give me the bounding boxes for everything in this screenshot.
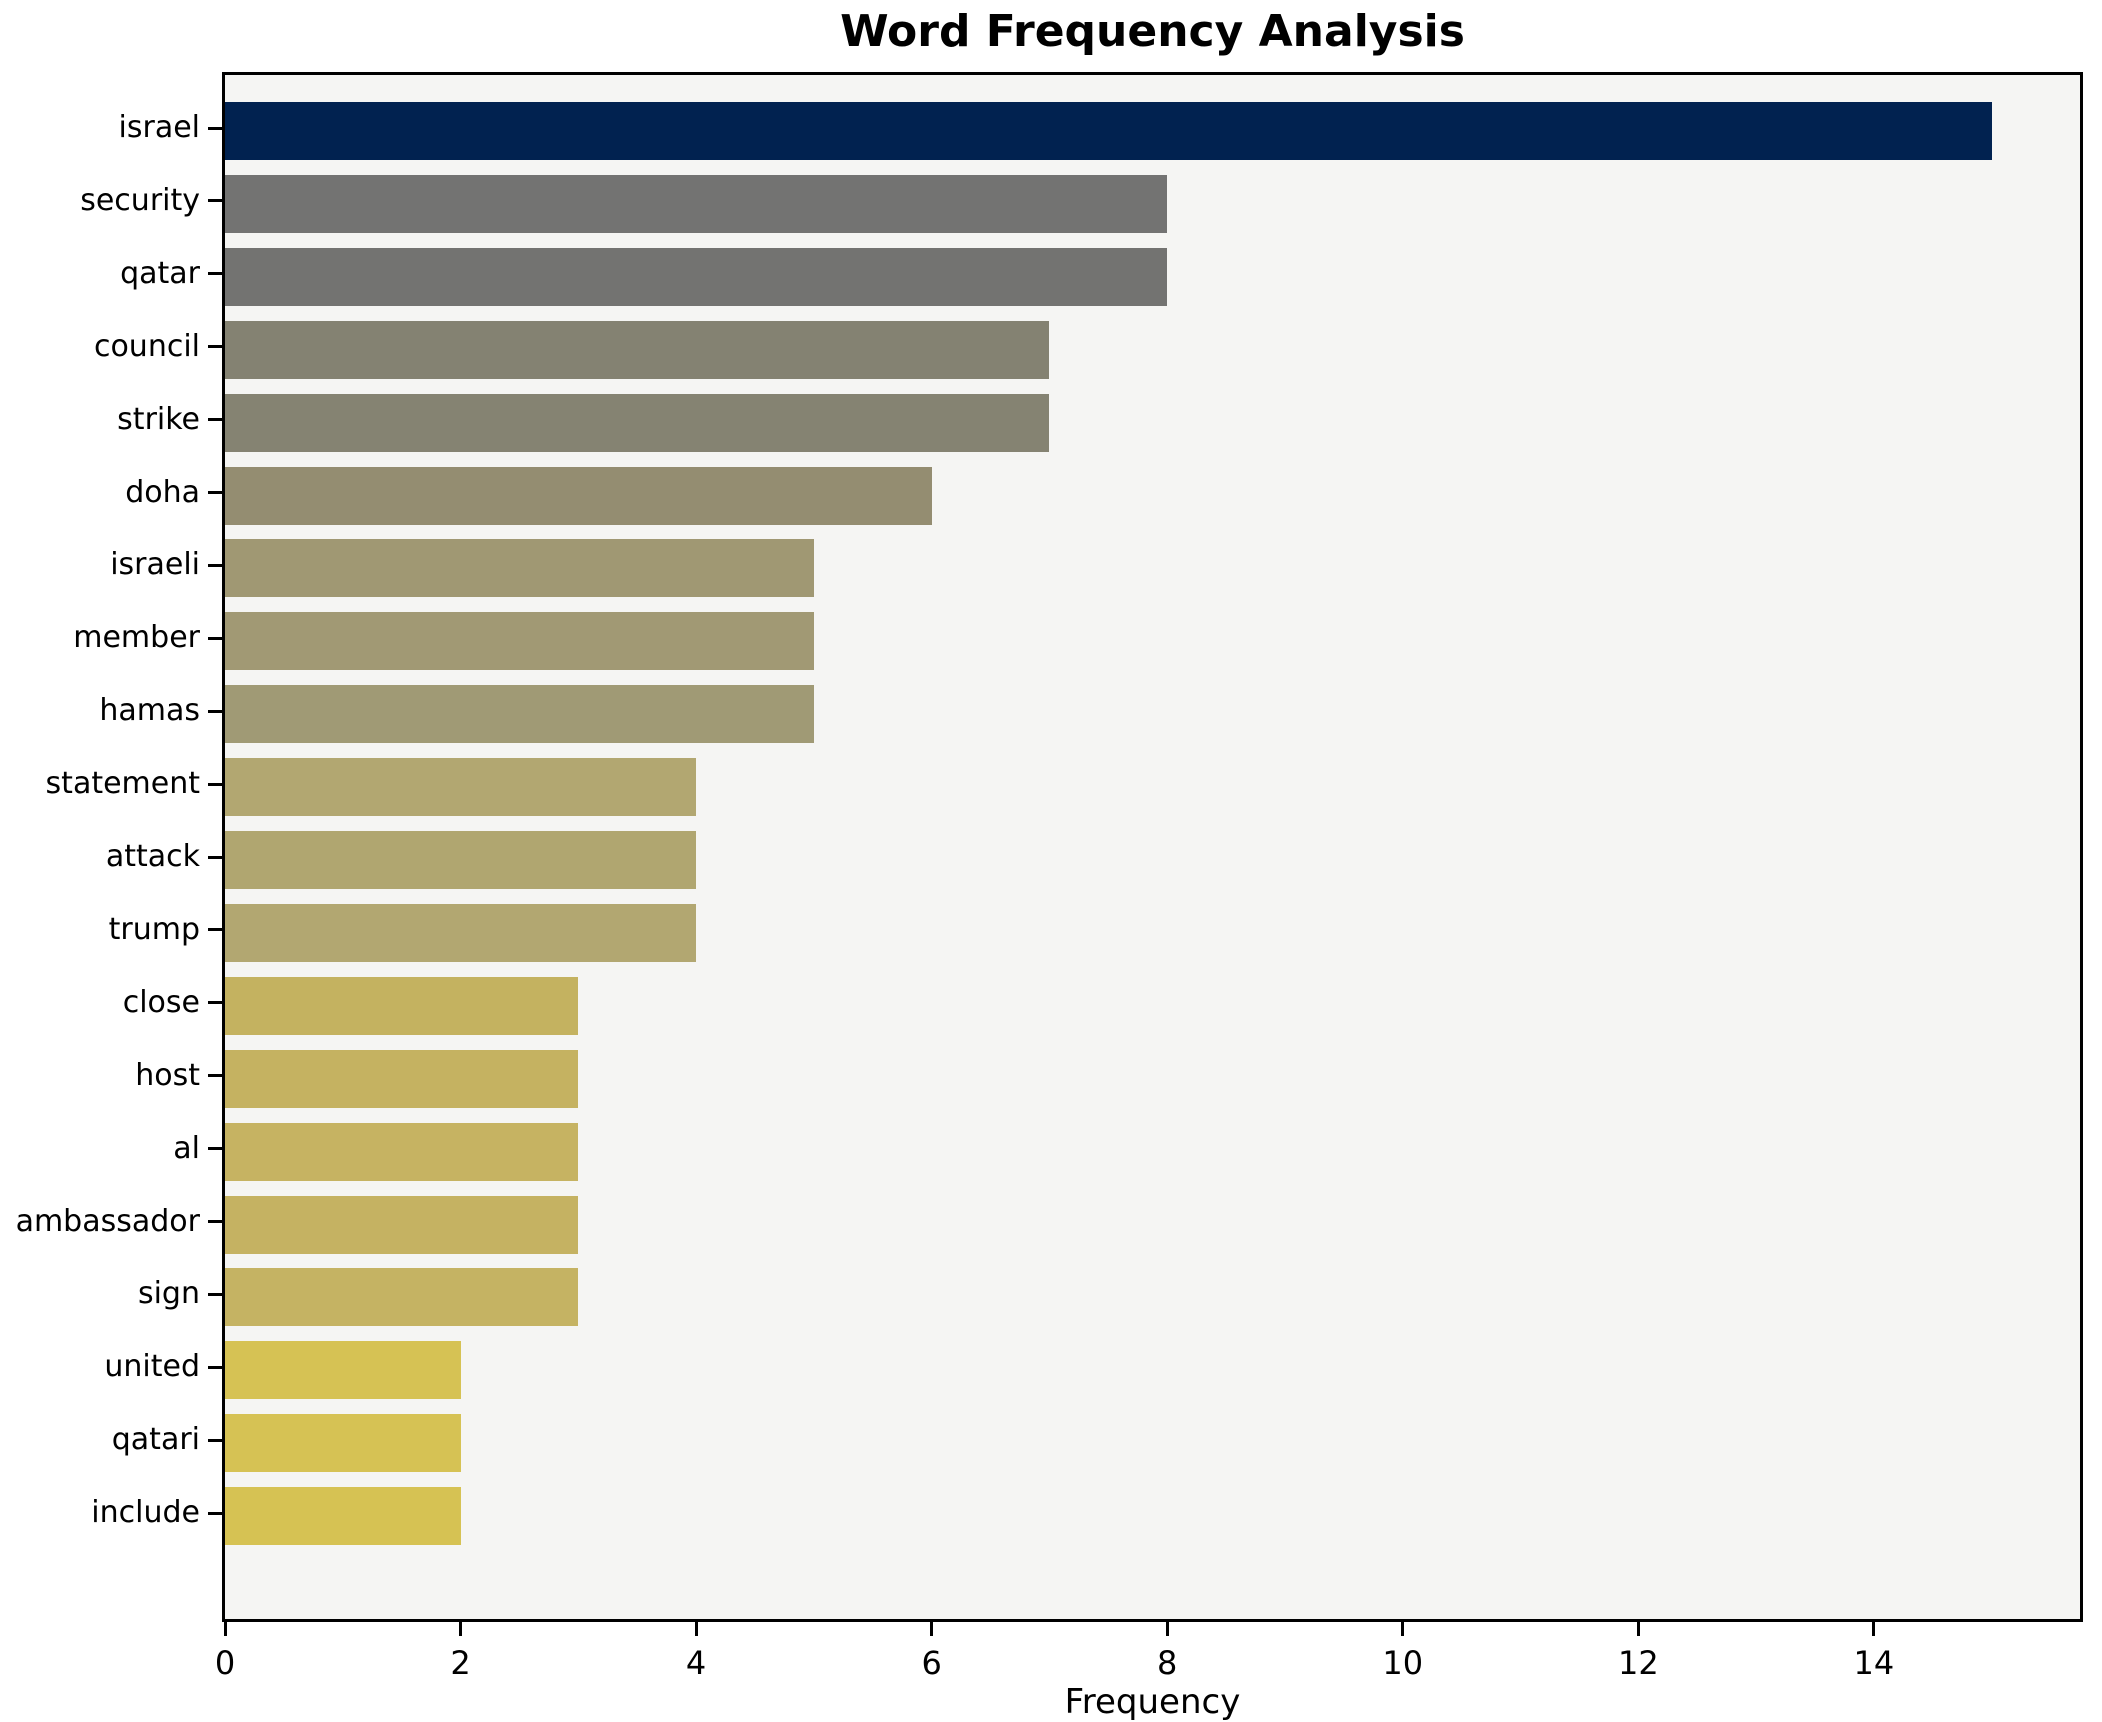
y-tick-hamas bbox=[208, 709, 222, 713]
y-tick-include bbox=[208, 1511, 222, 1515]
y-label-trump: trump bbox=[108, 911, 200, 947]
y-tick-united bbox=[208, 1365, 222, 1369]
y-tick-attack bbox=[208, 855, 222, 859]
x-tick-14 bbox=[1872, 1622, 1876, 1636]
y-tick-council bbox=[208, 345, 222, 349]
bar-al bbox=[225, 1122, 579, 1181]
x-tick-2 bbox=[459, 1622, 463, 1636]
x-tick-label-6: 6 bbox=[921, 1644, 942, 1682]
y-tick-statement bbox=[208, 782, 222, 786]
bar-hamas bbox=[225, 685, 814, 744]
y-label-attack: attack bbox=[105, 839, 200, 874]
y-tick-host bbox=[208, 1074, 222, 1078]
bar-strike bbox=[225, 393, 1050, 452]
y-label-host: host bbox=[135, 1057, 200, 1093]
y-label-united: united bbox=[104, 1349, 200, 1385]
y-tick-security bbox=[208, 199, 222, 203]
y-label-statement: statement bbox=[45, 766, 200, 802]
chart-title: Word Frequency Analysis bbox=[840, 6, 1465, 57]
y-label-qatari: qatari bbox=[111, 1422, 200, 1458]
y-label-security: security bbox=[80, 182, 200, 218]
bar-attack bbox=[225, 831, 697, 889]
x-tick-label-2: 2 bbox=[450, 1644, 471, 1682]
y-tick-doha bbox=[208, 491, 222, 494]
y-tick-qatar bbox=[208, 272, 222, 276]
x-tick-0 bbox=[223, 1622, 227, 1636]
bar-doha bbox=[225, 466, 932, 525]
y-label-doha: doha bbox=[125, 474, 200, 510]
bar-council bbox=[225, 320, 1050, 379]
y-tick-israeli bbox=[208, 563, 222, 567]
x-tick-8 bbox=[1165, 1622, 1169, 1636]
x-tick-label-12: 12 bbox=[1617, 1644, 1659, 1682]
plot-area bbox=[222, 72, 2083, 1622]
bar-sign bbox=[225, 1268, 579, 1327]
y-label-close: close bbox=[122, 984, 200, 1020]
bar-security bbox=[225, 174, 1168, 233]
bar-trump bbox=[225, 903, 697, 962]
y-label-al: al bbox=[173, 1130, 200, 1166]
x-tick-label-14: 14 bbox=[1853, 1644, 1895, 1682]
x-tick-label-4: 4 bbox=[685, 1644, 707, 1682]
bar-united bbox=[225, 1341, 461, 1400]
y-tick-ambassador bbox=[208, 1220, 222, 1223]
bar-israeli bbox=[225, 539, 814, 598]
x-tick-label-8: 8 bbox=[1157, 1644, 1178, 1682]
bar-member bbox=[225, 612, 814, 671]
bar-host bbox=[225, 1049, 579, 1108]
y-label-israel: israel bbox=[118, 110, 200, 145]
y-label-qatar: qatar bbox=[120, 255, 200, 291]
y-tick-qatari bbox=[208, 1438, 222, 1442]
x-tick-6 bbox=[930, 1622, 934, 1636]
y-label-include: include bbox=[91, 1495, 200, 1531]
x-tick-4 bbox=[694, 1622, 698, 1636]
x-tick-label-0: 0 bbox=[214, 1644, 236, 1682]
bar-qatari bbox=[225, 1414, 461, 1473]
y-tick-strike bbox=[208, 418, 222, 422]
bar-close bbox=[225, 976, 579, 1035]
y-label-council: council bbox=[93, 328, 200, 364]
bar-include bbox=[225, 1487, 461, 1546]
y-tick-al bbox=[208, 1147, 222, 1151]
y-label-sign: sign bbox=[137, 1276, 200, 1312]
x-tick-label-10: 10 bbox=[1382, 1644, 1424, 1682]
bar-ambassador bbox=[225, 1195, 579, 1254]
y-label-hamas: hamas bbox=[99, 693, 200, 729]
y-tick-israel bbox=[208, 126, 222, 130]
bar-statement bbox=[225, 758, 697, 817]
bar-qatar bbox=[225, 247, 1168, 306]
x-tick-12 bbox=[1636, 1622, 1640, 1636]
bar-israel bbox=[225, 102, 1992, 160]
y-label-member: member bbox=[73, 620, 200, 656]
y-tick-close bbox=[208, 1001, 222, 1005]
y-tick-trump bbox=[208, 928, 222, 932]
y-label-ambassador: ambassador bbox=[15, 1203, 200, 1239]
x-axis-title: Frequency bbox=[1064, 1682, 1241, 1722]
y-label-strike: strike bbox=[117, 401, 200, 437]
x-tick-10 bbox=[1401, 1622, 1405, 1636]
y-label-israeli: israeli bbox=[110, 547, 200, 583]
y-tick-member bbox=[208, 636, 222, 640]
y-tick-sign bbox=[208, 1292, 222, 1296]
